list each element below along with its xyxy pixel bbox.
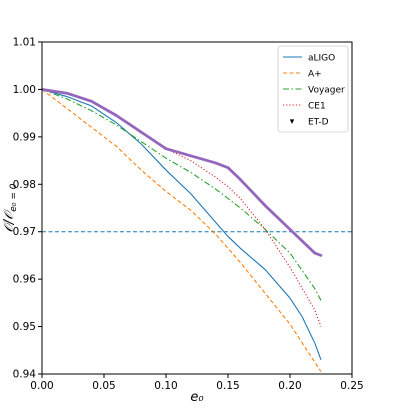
legend-entry: A+ (283, 70, 322, 80)
legend-entry: ▾ ET-D (290, 117, 329, 128)
y-tick-label: 0.98 (13, 179, 36, 191)
series-line (42, 88, 322, 372)
y-tick-label: 0.95 (13, 321, 36, 333)
data-point (65, 91, 69, 95)
x-tick-label: 0.00 (30, 380, 53, 392)
legend-box (277, 45, 349, 133)
data-point (90, 99, 93, 103)
y-axis-label-subscript: e₀ = 0 (9, 183, 19, 211)
legend-label: aLIGO (308, 54, 335, 64)
data-point (164, 147, 168, 151)
y-tick-label: 0.99 (13, 131, 36, 143)
x-tick-label: 0.10 (154, 380, 177, 392)
legend-label: A+ (308, 70, 322, 80)
data-point (263, 204, 267, 207)
ticks: 0.00 0.05 0.10 0.15 0.20 0.25 0.94 0.95 0.96 0.97… (13, 37, 364, 393)
data-point (319, 254, 323, 257)
legend-label: ET-D (308, 118, 329, 128)
legend-label: Voyager (308, 86, 345, 96)
axes (41, 41, 353, 375)
y-tick-label: 0.94 (13, 369, 37, 381)
series-line (42, 88, 322, 360)
data-point (313, 251, 317, 255)
x-tick-label: 0.25 (340, 380, 363, 392)
series-layer (42, 88, 323, 372)
y-axis-label-main: 𝒪/𝒪 (2, 208, 17, 233)
series-et-d (42, 88, 323, 257)
data-point (301, 239, 304, 243)
legend: aLIGO A+ Voyager CE1 ▾ ET-D (277, 45, 349, 133)
y-tick-label: 0.97 (13, 226, 36, 238)
y-tick-label: 0.96 (13, 274, 37, 286)
series-aligo (42, 88, 322, 360)
series-line (42, 88, 322, 301)
x-tick-label: 0.05 (92, 380, 115, 392)
y-axis-label: 𝒪/𝒪e₀ = 0 (2, 183, 19, 232)
series-voyager (42, 88, 322, 301)
data-point (139, 130, 143, 134)
legend-entry: Voyager (283, 86, 345, 96)
legend-entry: CE1 (283, 102, 326, 112)
axes-frame (41, 41, 353, 375)
y-tick-label: 1.01 (13, 37, 36, 49)
data-point (115, 114, 118, 117)
legend-marker: ▾ (290, 117, 295, 127)
x-tick-label: 0.20 (278, 380, 301, 392)
data-point (226, 166, 230, 169)
x-axis-label: e₀ (190, 390, 204, 405)
series-a- (42, 88, 322, 372)
y-tick-label: 1.00 (13, 84, 36, 96)
data-point (214, 161, 217, 165)
data-point (239, 178, 242, 181)
data-point (189, 154, 193, 158)
legend-label: CE1 (308, 102, 326, 112)
x-tick-label: 0.15 (216, 380, 239, 392)
data-point (288, 228, 292, 231)
legend-entry: aLIGO (283, 54, 335, 64)
